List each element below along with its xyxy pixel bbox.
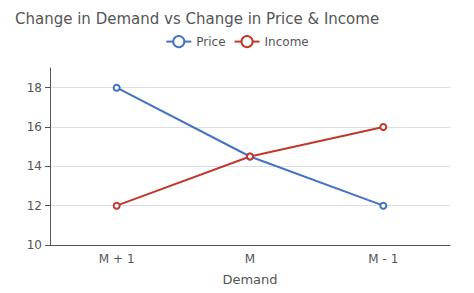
svg-text:M: M — [245, 252, 255, 266]
svg-text:18: 18 — [27, 81, 42, 95]
svg-text:M + 1: M + 1 — [99, 252, 135, 266]
svg-text:M - 1: M - 1 — [368, 252, 398, 266]
svg-text:Demand: Demand — [222, 272, 277, 287]
svg-text:16: 16 — [27, 120, 42, 134]
svg-text:12: 12 — [27, 199, 42, 213]
svg-text:Price: Price — [196, 35, 225, 49]
svg-text:10: 10 — [27, 238, 42, 252]
svg-text:14: 14 — [27, 159, 42, 173]
svg-text:Change in Demand vs Change in: Change in Demand vs Change in Price & In… — [15, 10, 379, 28]
svg-text:Income: Income — [265, 35, 309, 49]
